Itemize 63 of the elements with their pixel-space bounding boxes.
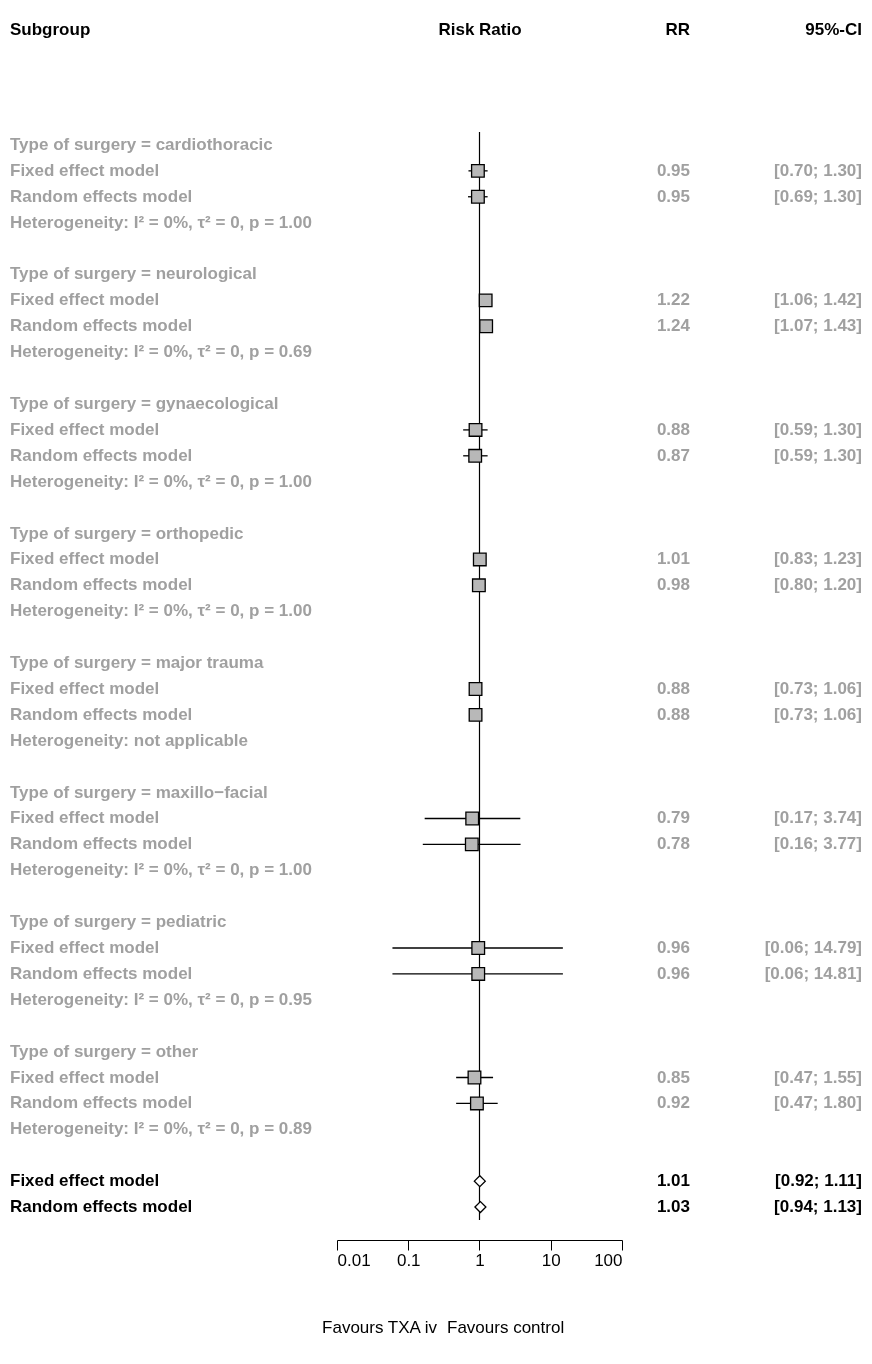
y-tick-label: Random effects model	[10, 834, 193, 854]
x-tick-label: 10	[541, 1250, 561, 1270]
text: 0.96 [0.06; 14.81]	[656, 963, 862, 983]
y-tick-label: Heterogeneity: I² = 0%, τ² = 0, p = 0.69	[10, 342, 312, 362]
y-tick-label: Fixed effect model	[10, 160, 160, 180]
y-tick-label: Heterogeneity: not applicable	[10, 730, 249, 750]
y-tick-label: Fixed effect model	[10, 808, 160, 828]
y-tick-label: Random effects model	[10, 575, 193, 595]
y-tick-label: Heterogeneity: I² = 0%, τ² = 0, p = 0.89	[10, 1119, 312, 1139]
text: 0.96 [0.06; 14.79]	[656, 938, 862, 957]
x-tick-label: 1	[475, 1250, 485, 1270]
text: 1.01 [0.83; 1.23]	[656, 549, 862, 569]
text: 0.79 [0.17; 3.74]	[656, 808, 862, 828]
x-tick-label: 0.1	[396, 1250, 421, 1270]
text: Favours control	[447, 1318, 565, 1337]
y-tick-label: Fixed effect model	[10, 1067, 160, 1087]
y-tick-label: Type of surgery = cardiothoracic	[10, 134, 273, 154]
y-tick-label: Random effects model	[10, 316, 193, 336]
y-tick-label: Type of surgery = gynaecological	[10, 394, 279, 413]
y-tick-label: Type of surgery = maxillo−facial	[10, 782, 268, 802]
y-tick-label: Random effects model	[10, 704, 193, 724]
y-tick-label: Heterogeneity: I² = 0%, τ² = 0, p = 1.00	[10, 601, 312, 621]
text: 95%-CI	[805, 20, 862, 39]
y-tick-label: Type of surgery = other	[10, 1041, 199, 1061]
text: 1.03 [0.94; 1.13]	[656, 1197, 862, 1217]
y-tick-label: Heterogeneity: I² = 0%, τ² = 0, p = 1.00	[10, 860, 312, 880]
text: 0.88 [0.59; 1.30]	[656, 419, 862, 439]
text: 0.87 [0.59; 1.30]	[656, 445, 862, 465]
y-tick-label: Fixed effect model	[10, 678, 160, 698]
text: Subgroup	[10, 20, 91, 39]
y-tick-label: Heterogeneity: I² = 0%, τ² = 0, p = 0.95	[10, 989, 312, 1009]
y-tick-label: Random effects model	[10, 186, 193, 206]
y-tick-label: Heterogeneity: I² = 0%, τ² = 0, p = 1.00	[10, 212, 312, 232]
text: 0.95 [0.69; 1.30]	[656, 186, 862, 206]
text: Favours TXA iv	[322, 1318, 438, 1337]
y-tick-label: Heterogeneity: I² = 0%, τ² = 0, p = 1.00	[10, 471, 312, 491]
y-tick-label: Type of surgery = pediatric	[10, 912, 227, 932]
y-tick-label: Fixed effect model	[10, 419, 160, 439]
y-tick-label: Fixed effect model	[10, 549, 160, 569]
y-tick-label: Random effects model	[10, 445, 193, 465]
y-tick-label: Fixed effect model	[10, 1171, 160, 1191]
y-tick-label: Type of surgery = neurological	[10, 264, 257, 284]
y-tick-label: Fixed effect model	[10, 290, 160, 310]
text: 0.85 [0.47; 1.55]	[656, 1067, 862, 1087]
y-tick-label: Random effects model	[10, 1197, 193, 1217]
text: 0.78 [0.16; 3.77]	[656, 834, 862, 854]
text: 0.98 [0.80; 1.20]	[656, 575, 862, 595]
text: Risk Ratio	[438, 20, 522, 39]
x-tick-label: 100	[594, 1250, 623, 1270]
text: 1.24 [1.07; 1.43]	[656, 316, 862, 336]
y-tick-label: Type of surgery = major trauma	[10, 653, 264, 673]
text: 1.22 [1.06; 1.42]	[656, 290, 862, 310]
x-tick-label: 0.01	[337, 1250, 371, 1270]
text: 0.88 [0.73; 1.06]	[656, 704, 862, 724]
text: RR	[665, 20, 690, 39]
y-tick-label: Random effects model	[10, 963, 193, 983]
text: 1.01 [0.92; 1.11]	[656, 1171, 862, 1191]
text: 0.95 [0.70; 1.30]	[656, 160, 862, 180]
y-tick-label: Fixed effect model	[10, 938, 160, 957]
y-tick-label: Random effects model	[10, 1093, 193, 1113]
text: 0.88 [0.73; 1.06]	[656, 678, 862, 698]
text: 0.92 [0.47; 1.80]	[656, 1093, 862, 1113]
y-tick-label: Type of surgery = orthopedic	[10, 523, 244, 543]
